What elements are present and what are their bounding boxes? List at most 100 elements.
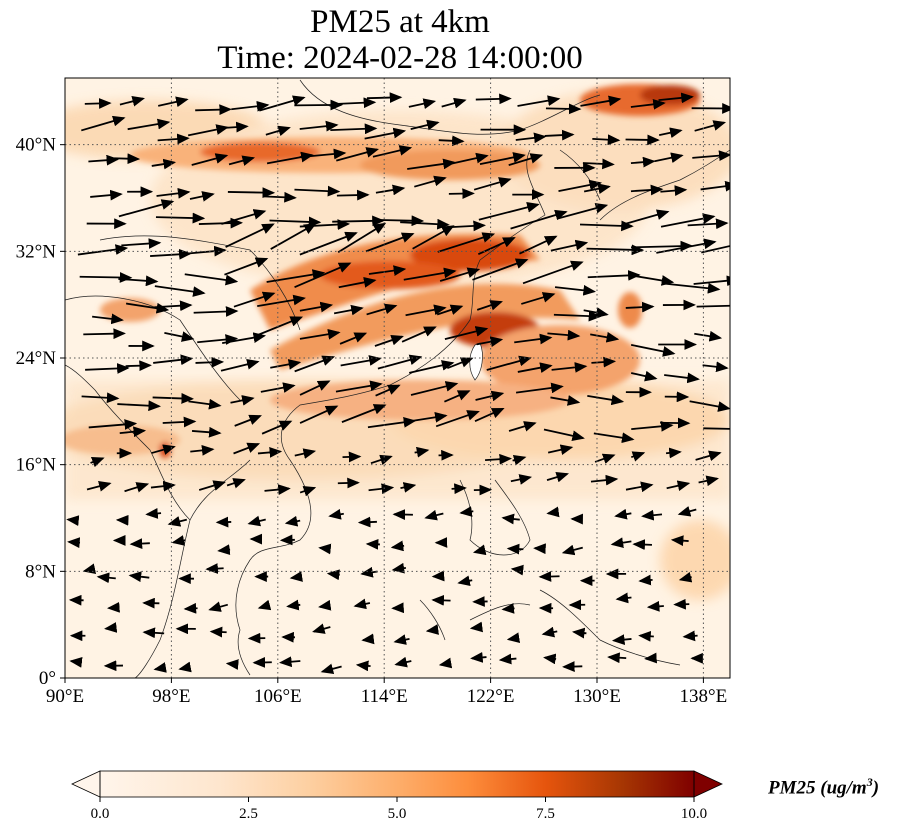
wind-arrow — [638, 630, 654, 642]
wind-arrow — [333, 304, 364, 316]
wind-arrow — [438, 657, 453, 669]
colorbar-tick-label: 0.0 — [91, 806, 110, 822]
wind-arrow — [370, 454, 393, 466]
wind-arrow — [119, 426, 147, 438]
wind-arrow — [299, 405, 339, 424]
lat-tick-label: 0° — [39, 668, 56, 689]
wind-arrow — [473, 177, 512, 191]
wind-arrow — [631, 240, 694, 252]
wind-arrow — [153, 354, 194, 366]
wind-arrow — [592, 134, 621, 146]
wind-arrow — [225, 223, 275, 248]
wind-arrow — [190, 445, 215, 456]
wind-arrow — [69, 657, 83, 668]
wind-arrow — [104, 622, 118, 633]
lat-tick-label: 24°N — [16, 348, 57, 369]
wind-arrow — [125, 360, 152, 372]
wind-arrow — [262, 191, 297, 203]
wind-arrow — [81, 392, 120, 404]
wind-arrow — [157, 133, 190, 145]
wind-arrow — [666, 480, 691, 492]
wind-arrow — [154, 300, 193, 312]
wind-arrow — [372, 145, 413, 158]
wind-arrow — [579, 220, 634, 232]
wind-arrow — [92, 313, 124, 325]
wind-arrow — [508, 153, 544, 166]
wind-arrow — [682, 630, 698, 642]
wind-arrow — [703, 427, 730, 430]
wind-arrow — [357, 516, 377, 528]
wind-arrow — [630, 274, 675, 286]
lon-tick-label: 106°E — [254, 686, 302, 707]
wind-arrow — [366, 92, 403, 103]
wind-arrow — [151, 444, 176, 455]
wind-arrow — [164, 331, 195, 342]
wind-arrow — [284, 515, 301, 527]
wind-arrow — [641, 509, 663, 521]
wind-arrow — [150, 480, 176, 492]
wind-arrow — [373, 215, 425, 227]
wind-arrow — [294, 262, 352, 288]
wind-arrow — [632, 539, 652, 551]
wind-arrow — [224, 257, 269, 276]
wind-arrow — [541, 626, 558, 638]
wind-arrow — [234, 414, 262, 427]
wind-arrow — [221, 332, 267, 345]
wind-arrow — [554, 284, 596, 296]
wind-arrow — [400, 218, 450, 230]
wind-arrow — [583, 183, 611, 195]
wind-arrow — [546, 506, 560, 518]
wind-arrow — [178, 661, 192, 673]
wind-arrow — [187, 124, 229, 137]
wind-arrow — [332, 215, 385, 227]
wind-arrow — [590, 474, 619, 486]
wind-arrow — [515, 382, 564, 394]
wind-arrow — [561, 544, 583, 556]
wind-arrow — [195, 356, 225, 368]
wind-arrow — [678, 571, 693, 583]
wind-arrow — [557, 202, 609, 220]
wind-arrow — [337, 477, 360, 489]
wind-arrow — [625, 134, 660, 146]
wind-arrow — [591, 356, 617, 368]
wind-arrow — [114, 153, 141, 165]
wind-arrow — [259, 95, 306, 112]
wind-arrow — [184, 273, 239, 286]
wind-arrow — [167, 516, 188, 527]
wind-arrow — [152, 393, 194, 404]
wind-arrow — [90, 456, 105, 468]
wind-arrow — [393, 634, 410, 645]
wind-arrow — [638, 574, 653, 586]
wind-arrow — [121, 238, 162, 249]
wind-arrow — [188, 398, 222, 410]
wind-arrow — [543, 653, 557, 665]
wind-arrow — [414, 175, 447, 188]
wind-arrow — [506, 632, 521, 644]
wind-arrow — [228, 155, 256, 166]
wind-arrow — [558, 179, 603, 192]
map-frame — [64, 77, 731, 679]
wind-arrow — [226, 478, 246, 489]
wind-arrow — [85, 363, 130, 374]
wind-arrow — [289, 571, 303, 582]
wind-arrow — [221, 209, 267, 225]
wind-arrow — [342, 451, 362, 463]
wind-arrow — [209, 626, 227, 638]
wind-arrow — [547, 444, 574, 455]
wind-arrow — [266, 269, 326, 283]
wind-arrow — [265, 125, 291, 137]
wind-arrow — [299, 148, 347, 160]
lon-tick-label: 90°E — [46, 686, 84, 707]
wind-arrow — [654, 152, 684, 164]
wind-arrow — [220, 359, 260, 372]
wind-arrow — [475, 390, 505, 402]
wind-arrow — [446, 357, 474, 370]
wind-arrow — [231, 100, 270, 112]
map-title: PM25 at 4km — [310, 4, 490, 40]
wind-arrow — [501, 513, 520, 525]
lat-tick-label: 16°N — [16, 455, 57, 476]
wind-arrow — [630, 344, 676, 357]
wind-arrow — [125, 302, 170, 314]
wind-arrow — [582, 158, 615, 170]
wind-arrow — [337, 222, 387, 254]
